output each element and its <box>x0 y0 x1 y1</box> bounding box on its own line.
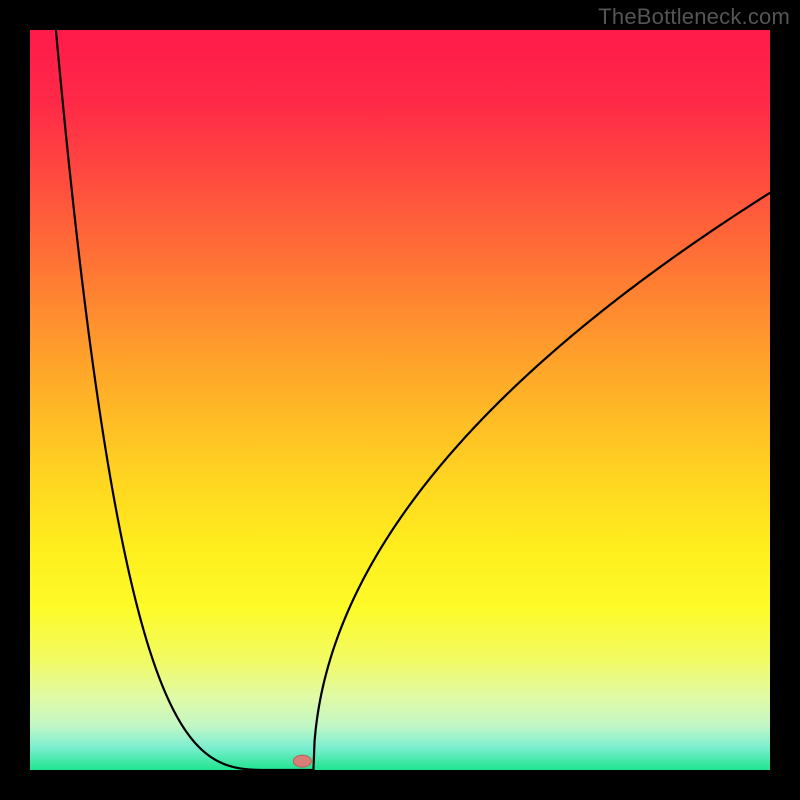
plot-background <box>30 30 770 770</box>
valley-marker <box>293 755 311 767</box>
watermark-text: TheBottleneck.com <box>598 4 790 30</box>
chart-svg <box>0 0 800 800</box>
chart-container: TheBottleneck.com <box>0 0 800 800</box>
